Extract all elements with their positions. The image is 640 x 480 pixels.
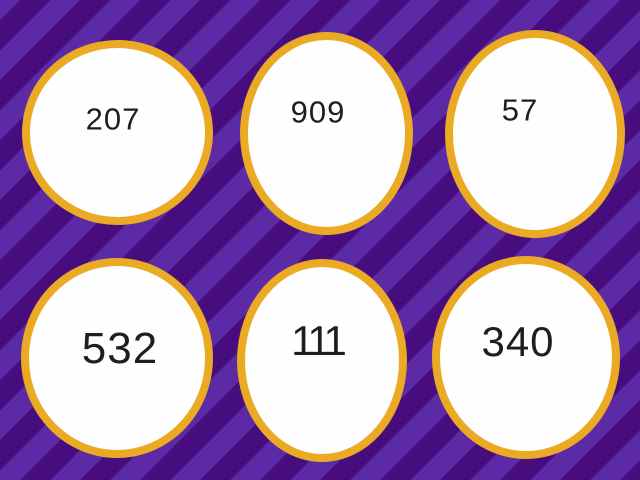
circle-number-label: 111 xyxy=(291,317,347,364)
number-circle-4[interactable]: 532 xyxy=(21,258,213,458)
number-circle-2[interactable]: 909 xyxy=(240,32,413,235)
number-circle-3[interactable]: 57 xyxy=(445,30,625,238)
circle-number-label: 340 xyxy=(481,318,555,365)
circle-number-label: 57 xyxy=(501,92,539,128)
circle-number-label: 909 xyxy=(290,94,346,130)
number-circle-6[interactable]: 340 xyxy=(432,256,620,459)
circle-number-label: 532 xyxy=(81,324,159,373)
number-circle-1[interactable]: 207 xyxy=(22,40,213,225)
circle-number-label: 207 xyxy=(85,101,141,137)
number-circle-5[interactable]: 111 xyxy=(237,259,407,462)
